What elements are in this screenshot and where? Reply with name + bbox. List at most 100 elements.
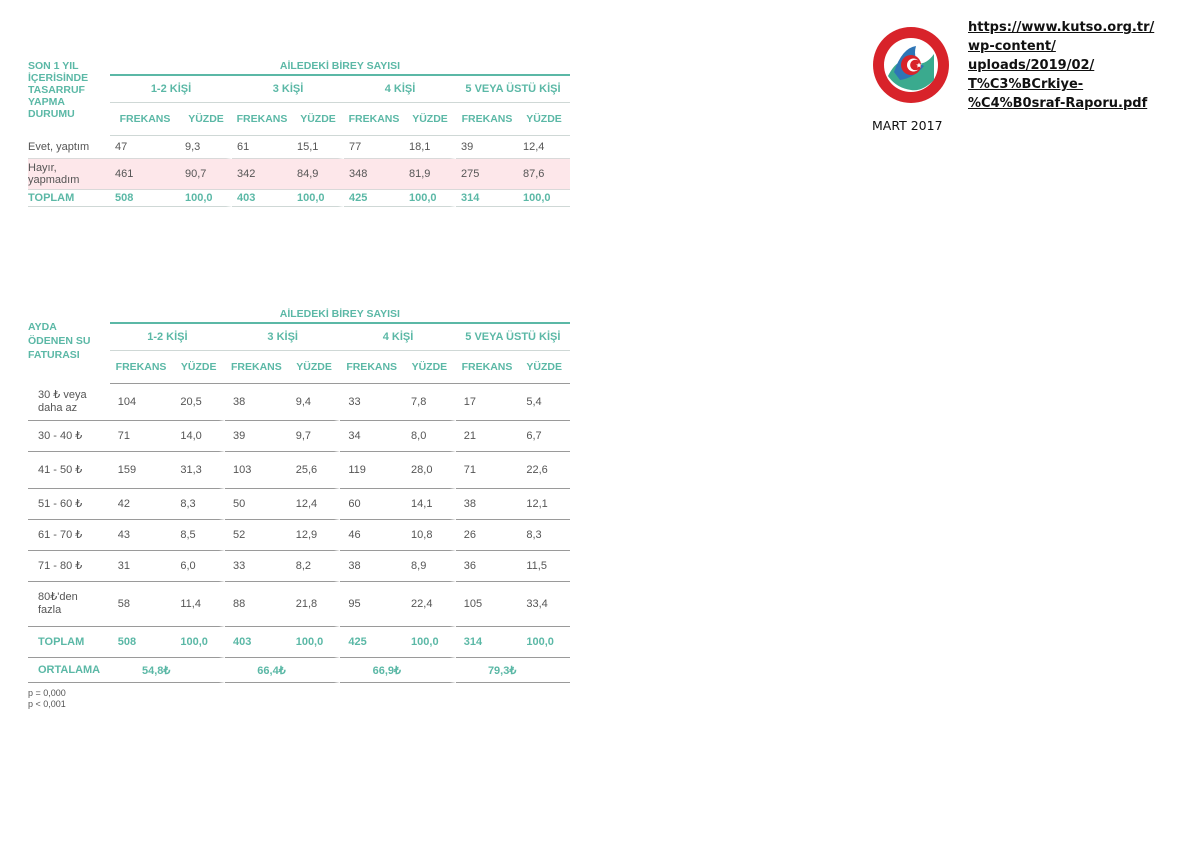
cell: 508 bbox=[110, 190, 180, 207]
cell: 25,6 bbox=[287, 452, 341, 489]
cell: 38 bbox=[340, 551, 404, 582]
row-label: 71 - 80 ₺ bbox=[28, 551, 110, 582]
stub-header-line: TASARRUF bbox=[28, 84, 85, 96]
cell: 5,4 bbox=[518, 384, 570, 421]
row-label-line: fazla bbox=[38, 604, 62, 616]
cell: 77 bbox=[344, 136, 404, 159]
cell: 39 bbox=[456, 136, 518, 159]
row-label-line: 80₺'den bbox=[38, 591, 78, 603]
cell: 8,0 bbox=[403, 421, 456, 452]
row-label: 80₺'den fazla bbox=[28, 582, 110, 627]
cell: 31 bbox=[109, 551, 173, 582]
col-header-percent: YÜZDE bbox=[518, 351, 570, 384]
source-url-link[interactable]: https://www.kutso.org.tr/ wp-content/ up… bbox=[968, 18, 1168, 113]
cell: 314 bbox=[455, 627, 519, 658]
row-label: TOPLAM bbox=[28, 627, 110, 658]
col-header-percent: YÜZDE bbox=[518, 103, 570, 136]
size-header: 5 VEYA ÜSTÜ KİŞİ bbox=[456, 76, 570, 103]
cell bbox=[172, 658, 226, 683]
stub-header-line: YAPMA bbox=[28, 96, 65, 108]
col-header-percent: YÜZDE bbox=[403, 351, 456, 384]
cell: 81,9 bbox=[404, 159, 456, 190]
cell: 42 bbox=[109, 489, 173, 520]
stub-header-line: DURUMU bbox=[28, 108, 75, 120]
col-header-frequency: FREKANS bbox=[340, 351, 404, 384]
cell: 12,1 bbox=[518, 489, 570, 520]
size-header: 4 KİŞİ bbox=[344, 76, 456, 103]
cell: 119 bbox=[340, 452, 404, 489]
cell: 43 bbox=[109, 520, 173, 551]
cell: 348 bbox=[344, 159, 404, 190]
cell: 10,8 bbox=[403, 520, 456, 551]
cell: 47 bbox=[110, 136, 180, 159]
row-label: 30 - 40 ₺ bbox=[28, 421, 110, 452]
cell: 100,0 bbox=[180, 190, 232, 207]
cell: 15,1 bbox=[292, 136, 344, 159]
cell: 88 bbox=[225, 582, 288, 627]
cell: 61 bbox=[232, 136, 292, 159]
cell: 14,0 bbox=[172, 421, 226, 452]
col-header-percent: YÜZDE bbox=[404, 103, 456, 136]
url-line: %C4%B0sraf-Raporu.pdf bbox=[968, 96, 1148, 111]
cell: 17 bbox=[455, 384, 519, 421]
cell bbox=[518, 658, 570, 683]
ministry-seal-logo-icon bbox=[873, 27, 949, 103]
group-header: AİLEDEKİ BİREY SAYISI bbox=[109, 306, 570, 324]
cell: 7,8 bbox=[403, 384, 456, 421]
table-row: 61 - 70 ₺ 43 8,5 52 12,9 46 10,8 26 8,3 bbox=[28, 520, 570, 551]
cell: 12,4 bbox=[518, 136, 570, 159]
cell: 58 bbox=[109, 582, 173, 627]
col-header-percent: YÜZDE bbox=[180, 103, 232, 136]
size-header: 1-2 KİŞİ bbox=[110, 76, 232, 103]
stub-header-line: ÖDENEN SU bbox=[28, 335, 91, 347]
table-row: Evet, yaptım 47 9,3 61 15,1 77 18,1 39 1… bbox=[28, 136, 570, 159]
col-header-percent: YÜZDE bbox=[287, 351, 341, 384]
average-value: 54,8₺ bbox=[109, 658, 173, 683]
cell: 100,0 bbox=[404, 190, 456, 207]
col-header-percent: YÜZDE bbox=[172, 351, 226, 384]
col-header-percent: YÜZDE bbox=[292, 103, 344, 136]
cell: 90,7 bbox=[180, 159, 232, 190]
table-row: 51 - 60 ₺ 42 8,3 50 12,4 60 14,1 38 12,1 bbox=[28, 489, 570, 520]
cell: 103 bbox=[225, 452, 288, 489]
cell: 84,9 bbox=[292, 159, 344, 190]
cell: 100,0 bbox=[292, 190, 344, 207]
cell: 11,4 bbox=[172, 582, 226, 627]
footnote: p < 0,001 bbox=[28, 699, 66, 709]
row-label: 51 - 60 ₺ bbox=[28, 489, 110, 520]
table-row: 80₺'den fazla 58 11,4 88 21,8 95 22,4 10… bbox=[28, 582, 570, 627]
cell: 22,6 bbox=[518, 452, 570, 489]
cell: 461 bbox=[110, 159, 180, 190]
cell: 6,7 bbox=[518, 421, 570, 452]
row-label-line: Hayır, bbox=[28, 162, 57, 174]
cell: 28,0 bbox=[403, 452, 456, 489]
cell: 104 bbox=[109, 384, 173, 421]
row-label: Hayır, yapmadım bbox=[28, 159, 110, 190]
cell: 52 bbox=[225, 520, 288, 551]
footnote: p = 0,000 bbox=[28, 688, 66, 698]
cell: 100,0 bbox=[518, 627, 570, 658]
cell: 26 bbox=[455, 520, 519, 551]
col-header-frequency: FREKANS bbox=[344, 103, 404, 136]
size-header: 1-2 KİŞİ bbox=[109, 324, 226, 351]
cell: 8,9 bbox=[403, 551, 456, 582]
cell: 21 bbox=[455, 421, 519, 452]
cell: 159 bbox=[109, 452, 173, 489]
cell: 9,7 bbox=[287, 421, 341, 452]
cell: 36 bbox=[455, 551, 519, 582]
col-header-frequency: FREKANS bbox=[455, 351, 519, 384]
row-label: ORTALAMA bbox=[28, 658, 110, 683]
cell: 33,4 bbox=[518, 582, 570, 627]
average-row: ORTALAMA 54,8₺ 66,4₺ 66,9₺ 79,3₺ bbox=[28, 658, 570, 683]
cell: 33 bbox=[340, 384, 404, 421]
col-header-frequency: FREKANS bbox=[456, 103, 518, 136]
water-bill-table: AYDA ÖDENEN SU FATURASI AİLEDEKİ BİREY S… bbox=[28, 306, 570, 683]
cell: 8,5 bbox=[172, 520, 226, 551]
cell: 8,3 bbox=[518, 520, 570, 551]
table-row: 71 - 80 ₺ 31 6,0 33 8,2 38 8,9 36 11,5 bbox=[28, 551, 570, 582]
cell: 34 bbox=[340, 421, 404, 452]
table-row: 30 ₺ veya daha az 104 20,5 38 9,4 33 7,8… bbox=[28, 384, 570, 421]
stub-header: AYDA ÖDENEN SU FATURASI bbox=[28, 306, 110, 384]
size-header: 3 KİŞİ bbox=[232, 76, 344, 103]
url-line: uploads/2019/02/ bbox=[968, 58, 1095, 73]
